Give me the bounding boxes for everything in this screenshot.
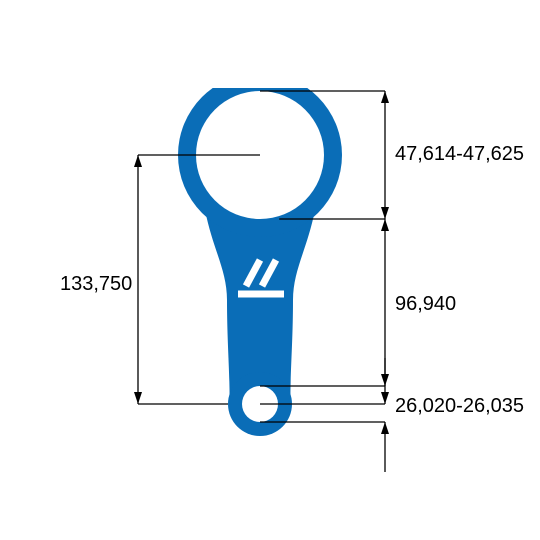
technical-drawing: 47,614-47,625 96,940 26,020-26,035 133,7… [0, 0, 540, 540]
label-small-bore: 26,020-26,035 [395, 395, 524, 417]
label-overall-len: 133,750 [60, 273, 132, 295]
label-big-bore: 47,614-47,625 [395, 143, 524, 165]
label-center-dist: 96,940 [395, 293, 456, 315]
